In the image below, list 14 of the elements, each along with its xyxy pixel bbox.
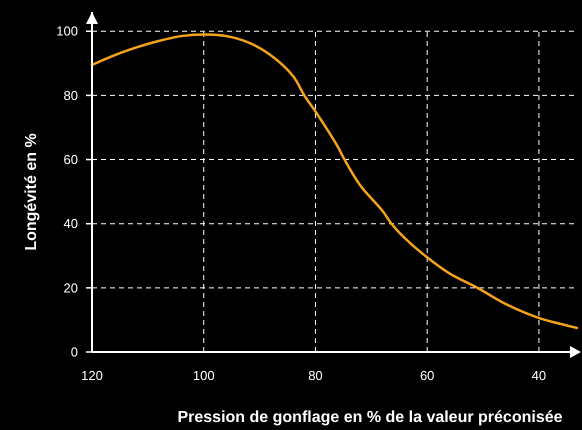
x-axis-title: Pression de gonflage en % de la valeur préconisée — [177, 409, 563, 426]
y-axis-title: Longévité en % — [23, 133, 40, 251]
line-series — [90, 33, 578, 330]
x-tick-label: 120 — [81, 368, 103, 383]
y-tick-label: 0 — [70, 344, 78, 360]
y-tick-label: 40 — [64, 216, 78, 232]
x-tick-label: 60 — [420, 368, 434, 383]
x-tick-label: 80 — [308, 368, 323, 383]
x-tick-label: 40 — [532, 368, 546, 383]
y-tick-label: 80 — [64, 88, 78, 103]
x-tick-label: 100 — [192, 368, 215, 383]
y-tick-label: 60 — [64, 152, 78, 168]
y-tick-label: 20 — [64, 280, 78, 296]
y-tick-label: 100 — [56, 24, 78, 39]
